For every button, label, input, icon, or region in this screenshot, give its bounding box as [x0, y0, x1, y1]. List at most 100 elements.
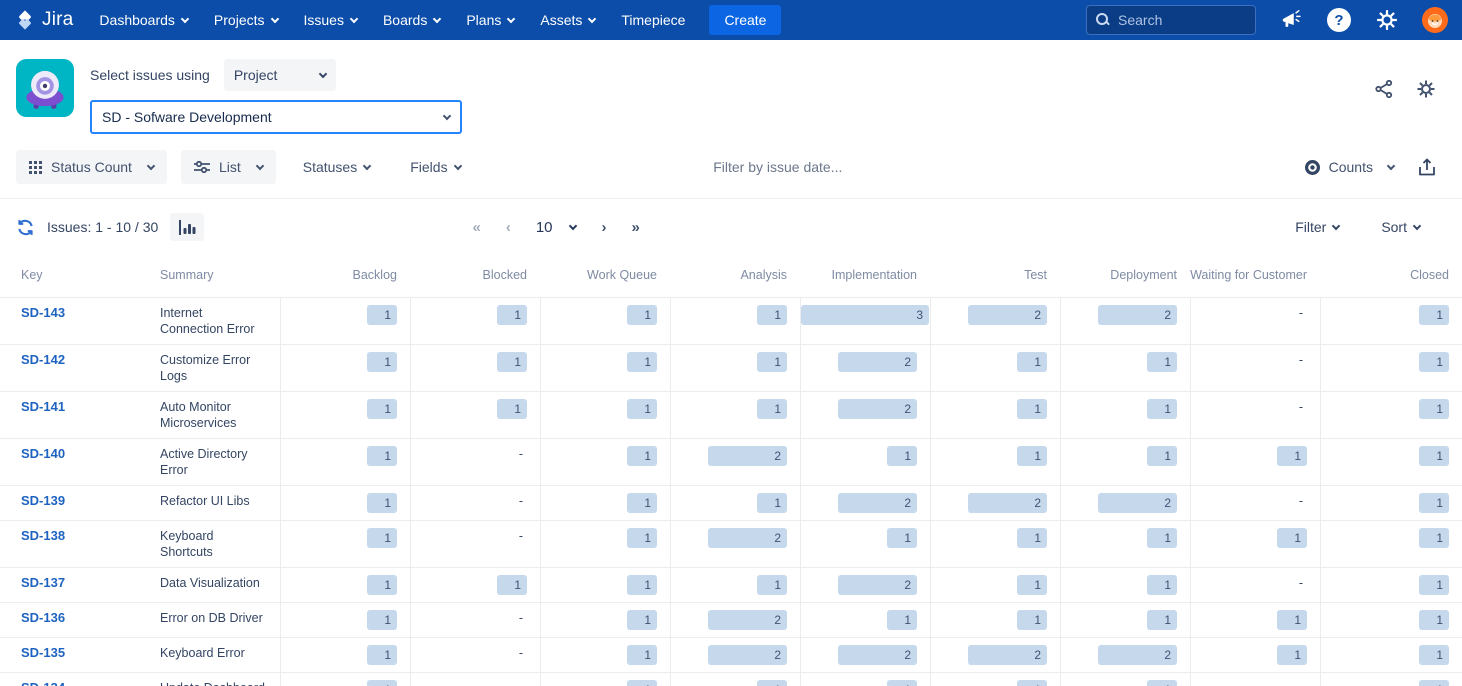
- count-badge: 1: [1147, 399, 1177, 419]
- status-count-cell: 1: [540, 603, 670, 637]
- empty-count: -: [1299, 681, 1307, 686]
- count-badge: 1: [1419, 680, 1449, 686]
- issue-key-link[interactable]: SD-135: [21, 645, 66, 660]
- menu-item-timepiece[interactable]: Timepiece: [621, 12, 686, 28]
- status-count-cell: 3: [800, 298, 930, 344]
- first-page-button[interactable]: «: [472, 218, 480, 236]
- create-button[interactable]: Create: [709, 5, 782, 35]
- chart-view-button[interactable]: [170, 213, 205, 241]
- count-badge: 1: [1277, 446, 1307, 466]
- issue-key-link[interactable]: SD-138: [21, 528, 66, 543]
- search-input[interactable]: [1118, 12, 1238, 28]
- issue-summary: Keyboard Shortcuts: [160, 529, 214, 559]
- user-avatar[interactable]: [1422, 7, 1448, 33]
- prev-page-button[interactable]: ‹: [505, 218, 511, 236]
- column-header: Closed: [1410, 268, 1449, 282]
- sort-dropdown[interactable]: Sort: [1381, 219, 1422, 235]
- count-badge: 1: [1017, 680, 1047, 686]
- menu-item-issues[interactable]: Issues: [304, 12, 359, 28]
- status-count-cell: 1: [670, 298, 800, 344]
- last-page-button[interactable]: »: [631, 218, 640, 236]
- column-header: Waiting for Customer: [1190, 268, 1307, 282]
- issue-key-link[interactable]: SD-139: [21, 493, 66, 508]
- menu-item-projects[interactable]: Projects: [214, 12, 279, 28]
- project-select[interactable]: SD - Sofware Development: [90, 100, 462, 134]
- status-count-cell: 1: [410, 392, 540, 438]
- status-count-cell: 1: [930, 568, 1060, 602]
- column-header: Summary: [160, 268, 214, 282]
- issue-key-link[interactable]: SD-143: [21, 305, 66, 320]
- share-icon[interactable]: [1374, 79, 1394, 99]
- count-badge: 2: [838, 493, 917, 513]
- next-page-button[interactable]: ›: [601, 218, 607, 236]
- main-menu: Dashboards Projects Issues Boards Plans Asset…: [99, 12, 685, 28]
- status-count-cell: 1: [1320, 603, 1462, 637]
- status-count-cell: 1: [670, 568, 800, 602]
- count-badge: 2: [1098, 645, 1177, 665]
- help-icon[interactable]: ?: [1326, 7, 1352, 33]
- key-cell: SD-137: [0, 568, 155, 602]
- status-count-cell: 1: [800, 521, 930, 567]
- export-icon[interactable]: [1418, 157, 1436, 177]
- count-badge: 1: [887, 610, 917, 630]
- count-badge: 1: [1147, 610, 1177, 630]
- menu-item-dashboards[interactable]: Dashboards: [99, 12, 190, 28]
- count-badge: 1: [1277, 645, 1307, 665]
- count-badge: 1: [627, 575, 657, 595]
- empty-count: -: [518, 494, 523, 508]
- status-count-cell: 1: [1060, 521, 1190, 567]
- count-badge: 1: [497, 352, 527, 372]
- menu-item-boards[interactable]: Boards: [383, 12, 442, 28]
- status-count-cell: 1: [280, 298, 410, 344]
- menu-item-plans[interactable]: Plans: [466, 12, 516, 28]
- table-row: SD-136 Error on DB Driver 1 - 1 2 1 1 1 1 1: [0, 602, 1462, 637]
- status-count-cell: 1: [670, 486, 800, 520]
- count-badge: 1: [757, 575, 787, 595]
- statuses-dropdown[interactable]: Statuses: [290, 150, 383, 184]
- issue-key-link[interactable]: SD-142: [21, 352, 66, 367]
- filter-dropdown[interactable]: Filter: [1295, 219, 1341, 235]
- menu-item-assets[interactable]: Assets: [540, 12, 597, 28]
- issue-summary: Keyboard Error: [160, 646, 245, 660]
- status-count-cell: 1: [540, 439, 670, 485]
- issue-key-link[interactable]: SD-137: [21, 575, 66, 590]
- settings-gear-icon[interactable]: [1374, 7, 1400, 33]
- count-badge: 1: [1147, 446, 1177, 466]
- chevron-down-icon: [433, 14, 442, 23]
- jira-logo[interactable]: Jira: [14, 9, 73, 31]
- refresh-icon[interactable]: [16, 218, 35, 237]
- key-cell: SD-143: [0, 298, 155, 344]
- page-size-select[interactable]: 10: [536, 219, 577, 236]
- count-badge: 1: [367, 575, 397, 595]
- issue-source-select[interactable]: Project: [223, 59, 336, 91]
- view-mode-button[interactable]: Status Count: [16, 150, 167, 184]
- count-badge: 1: [367, 493, 397, 513]
- status-count-cell: 1: [540, 298, 670, 344]
- announcements-icon[interactable]: [1278, 7, 1304, 33]
- fields-dropdown[interactable]: Fields: [397, 150, 473, 184]
- gadget-settings-icon[interactable]: [1416, 79, 1436, 99]
- issue-date-filter[interactable]: Filter by issue date...: [713, 159, 843, 175]
- chevron-down-icon: [507, 14, 516, 23]
- issue-summary: Refactor UI Libs: [160, 494, 250, 508]
- issue-key-link[interactable]: SD-141: [21, 399, 66, 414]
- status-count-cell: 2: [670, 439, 800, 485]
- issue-key-link[interactable]: SD-140: [21, 446, 66, 461]
- count-badge: 1: [1147, 528, 1177, 548]
- status-count-cell: -: [1190, 486, 1320, 520]
- count-badge: 1: [627, 446, 657, 466]
- status-count-cell: 1: [930, 439, 1060, 485]
- issue-key-link[interactable]: SD-134: [21, 680, 65, 686]
- issue-key-link[interactable]: SD-136: [21, 610, 66, 625]
- table-row: SD-135 Keyboard Error 1 - 1 2 2 2 2 1 1: [0, 637, 1462, 672]
- layout-button[interactable]: List: [180, 150, 276, 184]
- sliders-icon: [193, 160, 210, 174]
- count-badge: 1: [1419, 352, 1449, 372]
- status-count-cell: 1: [1320, 673, 1462, 686]
- issues-table: Key Summary Backlog Blocked Work Queue Analys…: [0, 253, 1462, 686]
- counts-dropdown[interactable]: Counts: [1304, 159, 1396, 176]
- status-count-cell: 1: [280, 638, 410, 672]
- view-toolbar: Status Count List Statuses Fields Filter…: [0, 142, 1462, 198]
- status-count-cell: 1: [1320, 345, 1462, 391]
- global-search[interactable]: [1086, 5, 1256, 35]
